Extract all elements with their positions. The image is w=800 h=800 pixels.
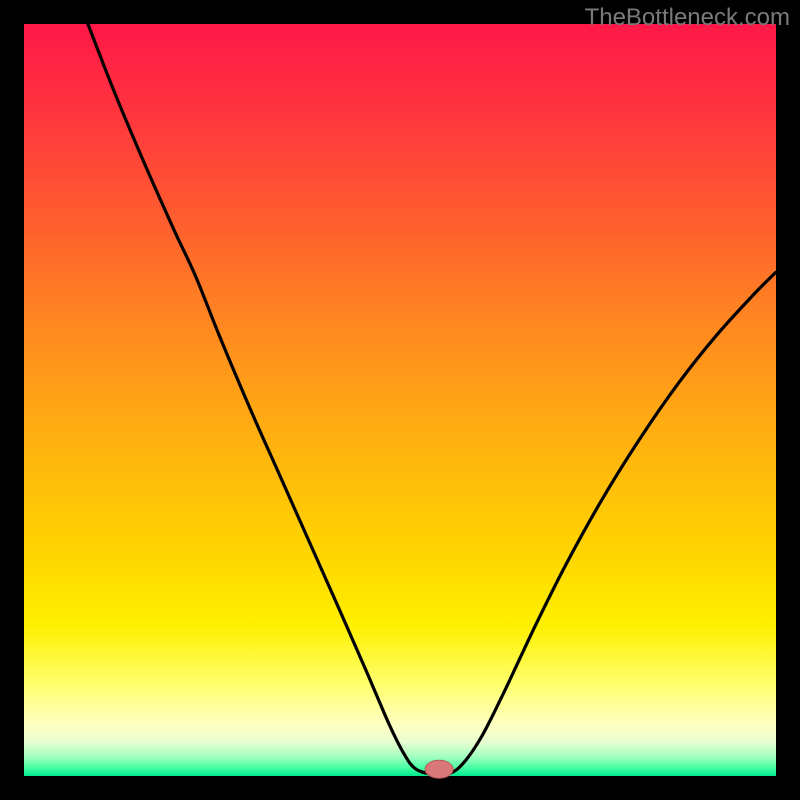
bottleneck-chart [0,0,800,800]
chart-container: TheBottleneck.com [0,0,800,800]
optimal-point-marker [425,760,453,778]
watermark-text: TheBottleneck.com [585,4,790,32]
gradient-plot-area [24,24,776,776]
